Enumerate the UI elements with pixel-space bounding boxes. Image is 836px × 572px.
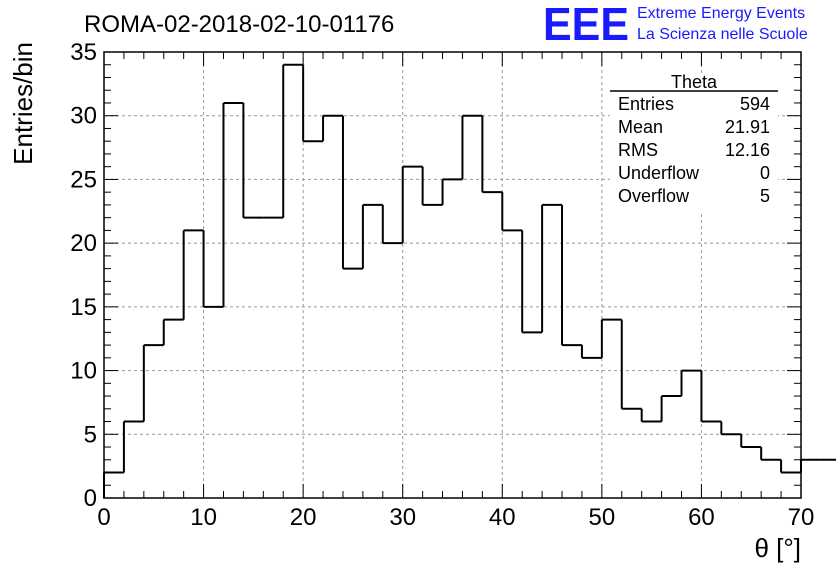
logo-line-1: Extreme Energy Events bbox=[637, 5, 805, 22]
plot-frame bbox=[103, 51, 802, 499]
x-axis-label: θ [°] bbox=[754, 533, 801, 563]
x-tick-label: 0 bbox=[97, 504, 110, 531]
stats-row-label: Mean bbox=[618, 117, 663, 137]
stats-row-value: 0 bbox=[760, 163, 770, 183]
y-tick-label: 20 bbox=[70, 230, 97, 257]
y-tick-label: 5 bbox=[84, 421, 97, 448]
x-tick-label: 60 bbox=[688, 504, 715, 531]
axes bbox=[103, 51, 802, 499]
stats-row-label: RMS bbox=[618, 140, 658, 160]
y-axis-label: Entries/bin bbox=[8, 42, 38, 165]
stats-rows: Entries 594 Mean 21.91 RMS 12.16 Underflow 0 Ove… bbox=[618, 94, 770, 206]
stats-row-value: 12.16 bbox=[725, 140, 770, 160]
logo-line-2: La Scienza nelle Scuole bbox=[637, 26, 808, 43]
x-tick-label: 10 bbox=[190, 504, 217, 531]
stats-row-label: Entries bbox=[618, 94, 674, 114]
x-tick-label: 50 bbox=[589, 504, 616, 531]
stats-title: Theta bbox=[671, 72, 718, 92]
stats-row-value: 21.91 bbox=[725, 117, 770, 137]
y-tick-label: 10 bbox=[70, 358, 97, 385]
y-tick-label: 15 bbox=[70, 294, 97, 321]
stats-row-label: Underflow bbox=[618, 163, 700, 183]
y-tick-label: 35 bbox=[70, 39, 97, 66]
y-tick-label: 30 bbox=[70, 103, 97, 130]
stats-box-background bbox=[610, 74, 778, 212]
x-tick-label: 70 bbox=[788, 504, 815, 531]
stats-box: Theta Entries 594 Mean 21.91 RMS 12.16 Underfl… bbox=[610, 72, 778, 212]
eee-logo-mark: EEE bbox=[543, 0, 629, 50]
x-tick-label: 40 bbox=[489, 504, 516, 531]
stats-row-label: Overflow bbox=[618, 186, 690, 206]
x-tick-label: 20 bbox=[290, 504, 317, 531]
histogram-series bbox=[103, 63, 836, 498]
y-tick-label: 0 bbox=[84, 485, 97, 512]
stats-row-value: 594 bbox=[740, 94, 770, 114]
chart-title: ROMA-02-2018-02-10-01176 bbox=[84, 11, 394, 38]
x-tick-label: 30 bbox=[389, 504, 416, 531]
tick-marks bbox=[103, 51, 802, 499]
y-tick-label: 25 bbox=[70, 166, 97, 193]
stats-row-value: 5 bbox=[760, 186, 770, 206]
